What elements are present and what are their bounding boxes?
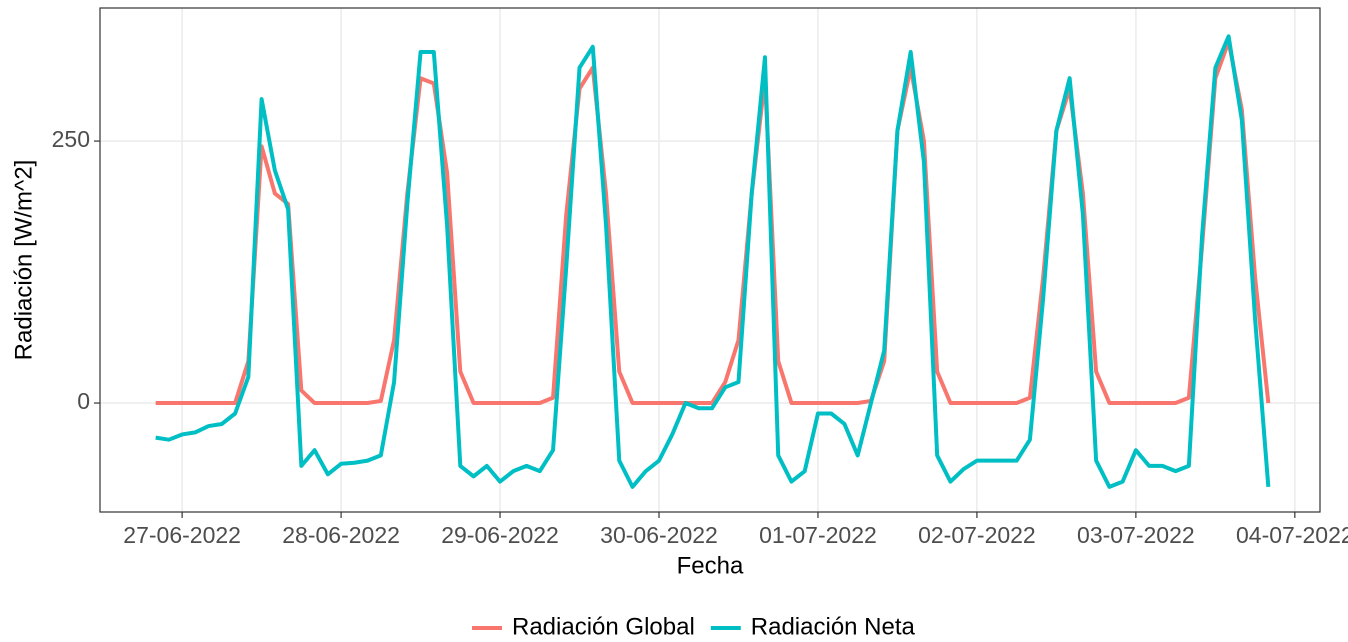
x-tick-label: 01-07-2022 [759,522,877,548]
y-tick-label: 250 [52,126,90,152]
x-tick-label: 28-06-2022 [282,522,400,548]
x-tick-label: 27-06-2022 [123,522,241,548]
x-axis-title: Fecha [677,552,744,579]
legend-label: Radiación Neta [751,613,916,640]
legend-label: Radiación Global [512,613,695,640]
x-tick-label: 29-06-2022 [441,522,559,548]
x-tick-label: 30-06-2022 [600,522,718,548]
x-tick-label: 03-07-2022 [1077,522,1195,548]
y-axis-title: Radiación [W/m^2] [10,160,37,361]
plot-border [99,7,1321,513]
series-line [155,34,1271,489]
x-tick-label: 04-07-2022 [1236,522,1348,548]
series-line [155,39,1271,406]
x-tick-label: 02-07-2022 [918,522,1036,548]
y-tick-label: 0 [77,388,90,414]
